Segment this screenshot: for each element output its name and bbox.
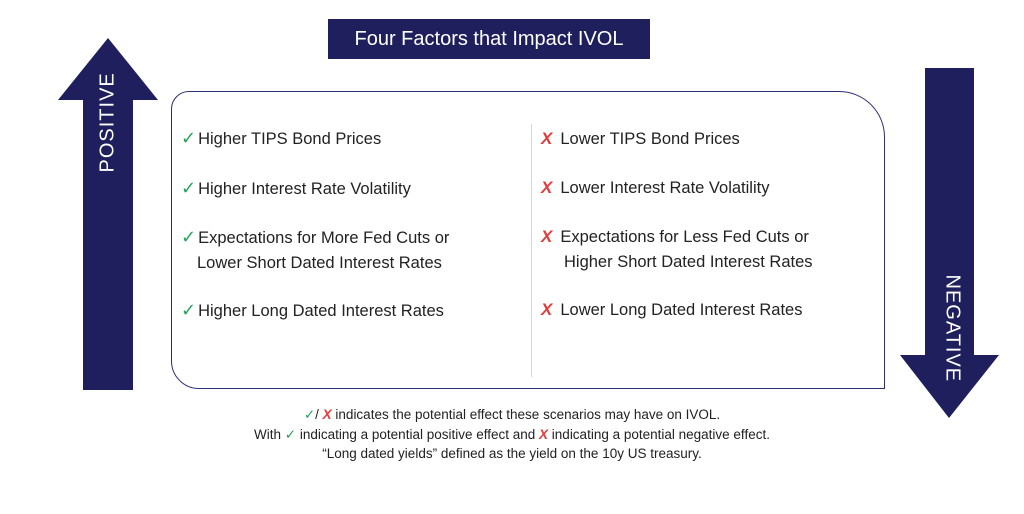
negative-item: X Lower Long Dated Interest Rates — [541, 297, 803, 323]
cross-icon: X — [541, 300, 553, 319]
footnote-line-1: ✓/ X indicates the potential effect thes… — [0, 405, 1024, 425]
positive-arrow-label: POSITIVE — [96, 72, 119, 173]
negative-down-arrow — [900, 68, 999, 418]
positive-up-arrow — [58, 38, 158, 390]
check-icon: ✓ — [303, 407, 316, 422]
factors-box — [171, 91, 885, 389]
footnote-sep: / — [315, 407, 323, 422]
positive-item-text-line2: Lower Short Dated Interest Rates — [197, 254, 442, 272]
negative-arrow-label: NEGATIVE — [941, 274, 964, 383]
check-icon: ✓ — [181, 227, 197, 247]
positive-item: ✓ Higher Interest Rate Volatility — [181, 176, 411, 202]
cross-icon: X — [541, 227, 553, 246]
positive-item: ✓ Higher TIPS Bond Prices — [181, 126, 381, 152]
cross-icon: X — [539, 426, 549, 442]
negative-item-text: Lower TIPS Bond Prices — [560, 130, 740, 148]
positive-item-text: Higher Long Dated Interest Rates — [198, 302, 444, 320]
footnotes: ✓/ X indicates the potential effect thes… — [0, 405, 1024, 464]
cross-icon: X — [322, 407, 332, 422]
positive-item-text: Higher TIPS Bond Prices — [198, 130, 382, 148]
negative-item: X Lower Interest Rate Volatility — [541, 175, 769, 201]
diagram-title: Four Factors that Impact IVOL — [328, 19, 650, 59]
negative-item-text: Lower Interest Rate Volatility — [560, 179, 770, 197]
column-divider — [531, 124, 532, 377]
positive-item-text: Expectations for More Fed Cuts or — [198, 229, 450, 247]
check-icon: ✓ — [181, 178, 197, 198]
footnote-line-2: With ✓ indicating a potential positive e… — [0, 425, 1024, 445]
positive-item: ✓ Expectations for More Fed Cuts or Lower… — [181, 225, 449, 276]
cross-icon: X — [541, 129, 553, 148]
footnote-text: indicating a potential positive effect a… — [296, 426, 540, 442]
check-icon: ✓ — [181, 300, 197, 320]
check-icon: ✓ — [181, 128, 197, 148]
negative-item: X Expectations for Less Fed Cuts or Highe… — [541, 224, 813, 275]
negative-item-text-line2: Higher Short Dated Interest Rates — [564, 253, 813, 271]
negative-item-text: Expectations for Less Fed Cuts or — [560, 228, 809, 246]
footnote-line-3: “Long dated yields” defined as the yield… — [322, 446, 702, 461]
cross-icon: X — [541, 178, 553, 197]
positive-item: ✓ Higher Long Dated Interest Rates — [181, 298, 444, 324]
positive-item-text: Higher Interest Rate Volatility — [198, 180, 411, 198]
negative-item-text: Lower Long Dated Interest Rates — [560, 301, 803, 319]
check-icon: ✓ — [284, 426, 297, 442]
footnote-text: With — [254, 426, 285, 442]
footnote-text: indicating a potential negative effect. — [548, 426, 770, 442]
negative-item: X Lower TIPS Bond Prices — [541, 126, 740, 152]
footnote-text: indicates the potential effect these sce… — [331, 407, 721, 422]
